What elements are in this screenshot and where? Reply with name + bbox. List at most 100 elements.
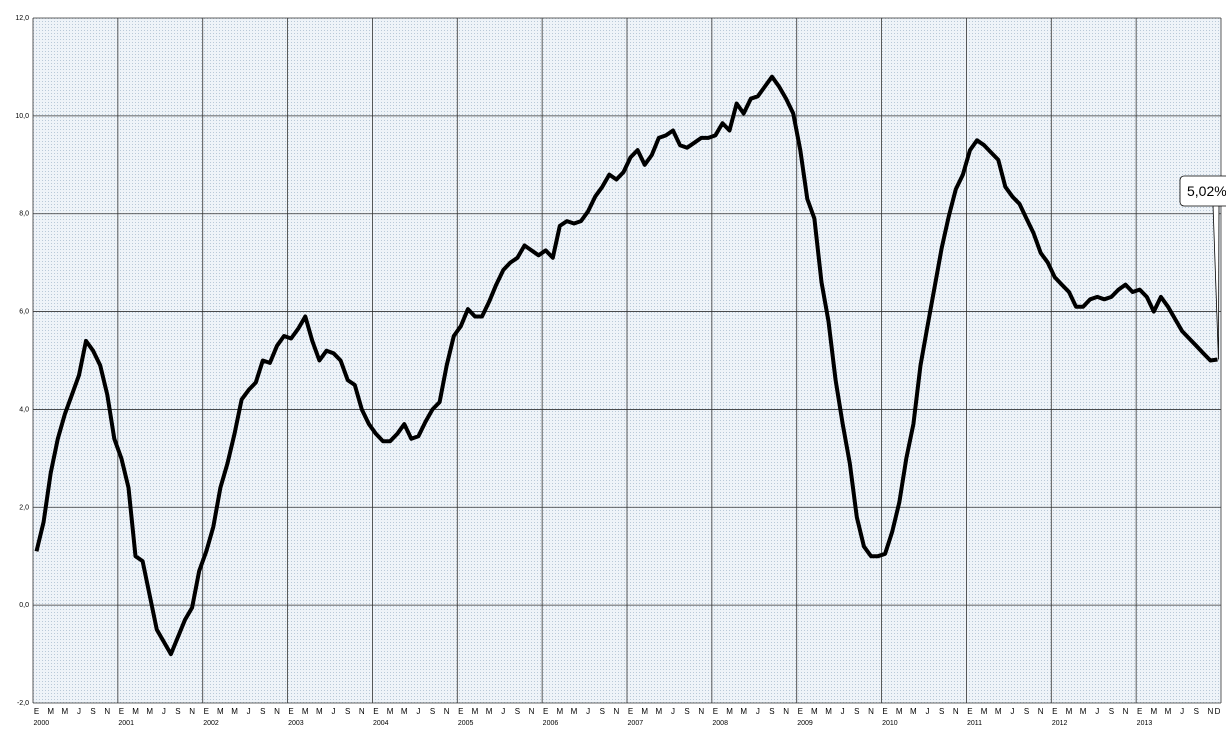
x-tick-label: S — [175, 707, 180, 716]
x-tick-label: N — [868, 707, 874, 716]
x-tick-label: M — [981, 707, 988, 716]
x-tick-label: M — [1066, 707, 1073, 716]
x-tick-label: S — [90, 707, 95, 716]
x-tick-label: S — [684, 707, 689, 716]
x-tick-label: N — [1038, 707, 1044, 716]
x-tick-label: S — [1109, 707, 1114, 716]
year-label: 2006 — [543, 720, 559, 727]
x-tick-label: M — [486, 707, 493, 716]
x-tick-label: J — [332, 707, 336, 716]
y-tick-label: 0,0 — [19, 602, 29, 609]
x-tick-label: E — [34, 707, 39, 716]
x-tick-label: E — [1137, 707, 1142, 716]
y-tick-label: 8,0 — [19, 211, 29, 218]
x-tick-label: J — [501, 707, 505, 716]
year-label: 2000 — [34, 720, 50, 727]
x-tick-label: N — [698, 707, 704, 716]
x-tick-label: J — [756, 707, 760, 716]
x-tick-label: E — [373, 707, 378, 716]
x-tick-label: S — [1024, 707, 1029, 716]
x-tick-label: N — [189, 707, 195, 716]
x-tick-label: E — [713, 707, 718, 716]
x-tick-label: M — [1165, 707, 1172, 716]
year-label: 2010 — [882, 720, 898, 727]
x-tick-label: E — [967, 707, 972, 716]
year-label: 2003 — [288, 720, 304, 727]
annotation-pointer — [1212, 204, 1220, 360]
x-tick-label: M — [217, 707, 224, 716]
x-tick-label: M — [556, 707, 563, 716]
x-tick-label: N — [614, 707, 620, 716]
x-tick-label: M — [825, 707, 832, 716]
x-tick-label: M — [641, 707, 648, 716]
year-label: 2012 — [1052, 720, 1068, 727]
x-tick-label: M — [910, 707, 917, 716]
x-tick-label: E — [798, 707, 803, 716]
x-tick-label: M — [811, 707, 818, 716]
x-tick-label: M — [995, 707, 1002, 716]
y-tick-label: -2,0 — [17, 700, 29, 707]
x-tick-label: M — [401, 707, 408, 716]
x-tick-label: D — [1215, 707, 1221, 716]
y-tick-label: 6,0 — [19, 309, 29, 316]
x-tick-label: N — [444, 707, 450, 716]
x-tick-label: M — [726, 707, 733, 716]
x-tick-label: E — [204, 707, 209, 716]
x-tick-label: S — [345, 707, 350, 716]
annotation: 5,02% — [1187, 183, 1226, 199]
year-label: 2009 — [797, 720, 813, 727]
x-tick-label: E — [543, 707, 548, 716]
x-tick-label: S — [854, 707, 859, 716]
x-tick-label: S — [939, 707, 944, 716]
x-tick-label: J — [77, 707, 81, 716]
year-label: 2004 — [373, 720, 389, 727]
x-tick-label: E — [119, 707, 124, 716]
x-tick-label: E — [288, 707, 293, 716]
x-tick-label: E — [628, 707, 633, 716]
x-tick-label: N — [104, 707, 110, 716]
data-line — [34, 74, 1218, 657]
x-tick-label: S — [769, 707, 774, 716]
x-tick-label: S — [515, 707, 520, 716]
x-tick-label: J — [841, 707, 845, 716]
x-tick-label: J — [247, 707, 251, 716]
x-tick-label: M — [896, 707, 903, 716]
x-tick-label: M — [146, 707, 153, 716]
year-label: 2005 — [458, 720, 474, 727]
x-tick-label: J — [586, 707, 590, 716]
y-tick-label: 10,0 — [15, 113, 29, 120]
year-label: 2001 — [118, 720, 134, 727]
year-label: 2011 — [967, 720, 982, 727]
y-tick-label: 4,0 — [19, 406, 29, 413]
x-tick-label: J — [671, 707, 675, 716]
x-tick-label: M — [1150, 707, 1157, 716]
x-tick-label: J — [1095, 707, 1099, 716]
x-tick-label: J — [1010, 707, 1014, 716]
x-tick-label: J — [926, 707, 930, 716]
year-label: 2002 — [203, 720, 219, 727]
year-label: 2007 — [628, 720, 644, 727]
x-tick-label: M — [655, 707, 662, 716]
x-tick-label: S — [600, 707, 605, 716]
x-tick-label: N — [1123, 707, 1129, 716]
x-tick-label: E — [458, 707, 463, 716]
y-tick-label: 12,0 — [15, 15, 29, 22]
x-tick-label: S — [430, 707, 435, 716]
x-tick-label: M — [316, 707, 323, 716]
year-label: 2008 — [712, 720, 728, 727]
x-tick-label: J — [1180, 707, 1184, 716]
x-tick-label: M — [387, 707, 394, 716]
x-tick-label: M — [302, 707, 309, 716]
x-tick-label: E — [1052, 707, 1057, 716]
x-tick-label: E — [882, 707, 887, 716]
x-tick-label: M — [231, 707, 238, 716]
x-tick-label: J — [416, 707, 420, 716]
x-tick-label: M — [740, 707, 747, 716]
annotation-box — [1179, 175, 1226, 207]
x-tick-label: N — [783, 707, 789, 716]
x-tick-label: N — [953, 707, 959, 716]
x-tick-label: M — [1080, 707, 1087, 716]
x-tick-label: M — [61, 707, 68, 716]
